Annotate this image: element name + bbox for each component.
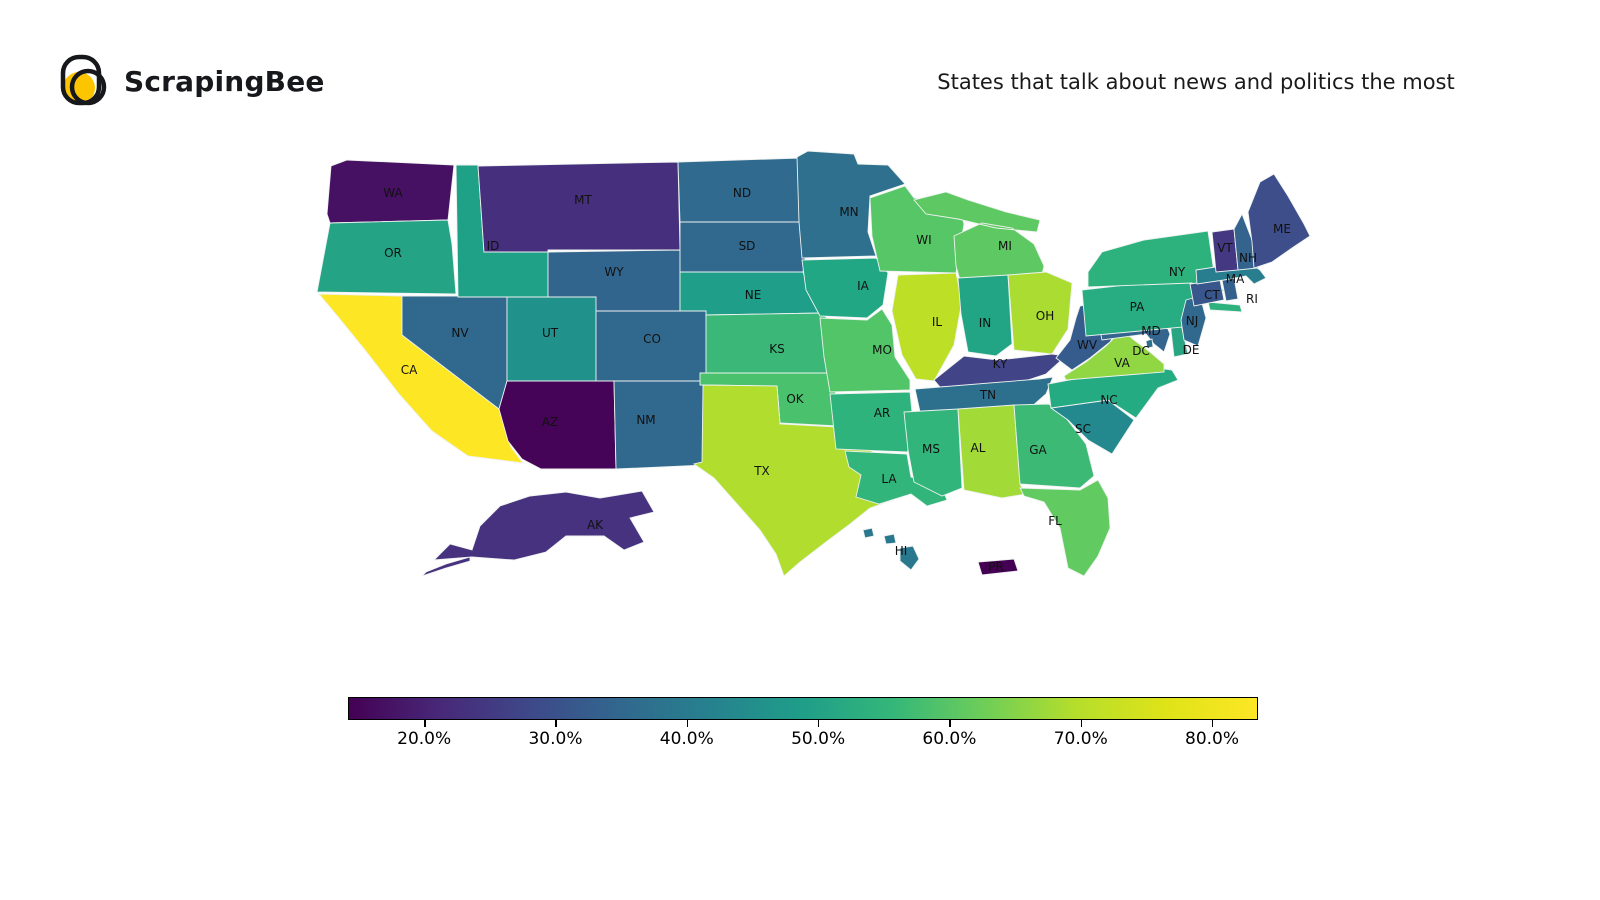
bee-icon-yellow-dot (63, 72, 95, 104)
state-label-vt: VT (1217, 241, 1233, 255)
state-label-wv: WV (1077, 338, 1098, 352)
state-shape-nm (613, 380, 707, 470)
colorbar-tick-label: 60.0% (922, 729, 977, 749)
state-label-fl: FL (1048, 514, 1062, 528)
state-label-mn: MN (839, 205, 858, 219)
states-layer (316, 150, 1311, 577)
state-label-pr: PR (988, 560, 1004, 574)
state-label-il: IL (932, 315, 943, 329)
state-label-ri: RI (1246, 292, 1258, 306)
logo-text: ScrapingBee (124, 64, 325, 98)
state-shape-ar (829, 391, 916, 453)
state-shape-la (844, 450, 948, 507)
state-shape-mn (796, 150, 906, 259)
colorbar-tick-label: 30.0% (528, 729, 583, 749)
state-shape-hi (862, 527, 920, 571)
state-labels-layer: WA OR CA NV ID MT WY UT CO AZ NM ND SD NE KS OK TX MN IA MO… (383, 186, 1291, 574)
state-label-ga: GA (1029, 443, 1047, 457)
state-label-ky: KY (993, 357, 1008, 371)
state-label-ct: CT (1204, 288, 1220, 302)
state-label-ok: OK (786, 392, 804, 406)
state-label-ut: UT (542, 326, 559, 340)
state-label-in: IN (979, 316, 992, 330)
state-shape-co (595, 310, 707, 382)
state-shape-mt (477, 161, 681, 253)
scrapingbee-logo: ScrapingBee (58, 54, 325, 108)
state-label-va: VA (1114, 356, 1130, 370)
state-label-az: AZ (542, 415, 558, 429)
page-title: States that talk about news and politics… (937, 70, 1455, 94)
state-label-ny: NY (1169, 265, 1186, 279)
colorbar-tick-label: 20.0% (397, 729, 452, 749)
colorbar-tick-label: 40.0% (659, 729, 714, 749)
bee-icon (60, 54, 107, 106)
bee-icon-circle-outline (69, 68, 107, 106)
state-label-md: MD (1141, 324, 1161, 338)
colorbar-gradient (348, 697, 1258, 720)
state-label-oh: OH (1036, 309, 1054, 323)
state-label-ca: CA (401, 363, 418, 377)
state-label-hi: HI (895, 544, 908, 558)
colorbar-tick-mark (424, 720, 426, 727)
state-label-nd: ND (733, 186, 751, 200)
state-label-nc: NC (1100, 393, 1117, 407)
state-shape-pr (977, 558, 1019, 576)
colorbar-tick-label: 80.0% (1185, 729, 1240, 749)
state-label-sd: SD (739, 239, 756, 253)
state-label-nv: NV (451, 326, 469, 340)
state-shape-ak (421, 490, 655, 577)
colorbar-tick-mark (1212, 720, 1214, 727)
state-label-or: OR (384, 246, 402, 260)
colorbar-tick-mark (555, 720, 557, 727)
state-label-tn: TN (979, 388, 996, 402)
state-label-de: DE (1183, 343, 1200, 357)
state-label-mt: MT (574, 193, 592, 207)
state-label-wy: WY (604, 265, 624, 279)
state-label-me: ME (1273, 222, 1291, 236)
state-label-mo: MO (872, 343, 892, 357)
state-label-al: AL (971, 441, 986, 455)
state-shape-oh (1007, 271, 1073, 355)
state-label-wa: WA (383, 186, 403, 200)
state-shape-dc (1145, 338, 1154, 349)
colorbar-tick-mark (949, 720, 951, 727)
state-label-nm: NM (636, 413, 655, 427)
state-shape-mi (913, 191, 1045, 295)
state-label-ak: AK (587, 518, 604, 532)
state-shape-va (1063, 329, 1165, 381)
colorbar-tick-label: 50.0% (791, 729, 846, 749)
state-shape-or (316, 219, 457, 295)
colorbar-tick-mark (686, 720, 689, 727)
state-label-wi: WI (916, 233, 931, 247)
state-shape-il (891, 272, 963, 382)
state-label-ne: NE (745, 288, 762, 302)
state-shape-mo (819, 308, 911, 393)
colorbar-tick-mark (818, 720, 820, 727)
state-label-pa: PA (1130, 300, 1145, 314)
state-label-ms: MS (922, 442, 940, 456)
colorbar-tick-mark (1080, 720, 1083, 727)
state-label-tx: TX (753, 464, 770, 478)
state-label-ar: AR (874, 406, 891, 420)
state-label-ma: MA (1226, 272, 1245, 286)
state-shape-me (1247, 173, 1311, 269)
state-shape-fl (1019, 479, 1111, 577)
state-label-co: CO (643, 332, 661, 346)
state-label-sc: SC (1075, 422, 1091, 436)
state-label-ks: KS (769, 342, 785, 356)
state-label-id: ID (487, 239, 500, 253)
state-label-nj: NJ (1186, 314, 1199, 328)
state-label-dc: DC (1132, 344, 1150, 358)
colorbar-tick-label: 70.0% (1053, 729, 1108, 749)
state-label-nh: NH (1239, 251, 1257, 265)
colorbar-legend: 20.0% 30.0% 40.0% 50.0% 60.0% 70.0% 80.0% (348, 697, 1258, 757)
state-label-mi: MI (998, 239, 1012, 253)
state-label-la: LA (881, 472, 897, 486)
state-label-ia: IA (857, 279, 870, 293)
